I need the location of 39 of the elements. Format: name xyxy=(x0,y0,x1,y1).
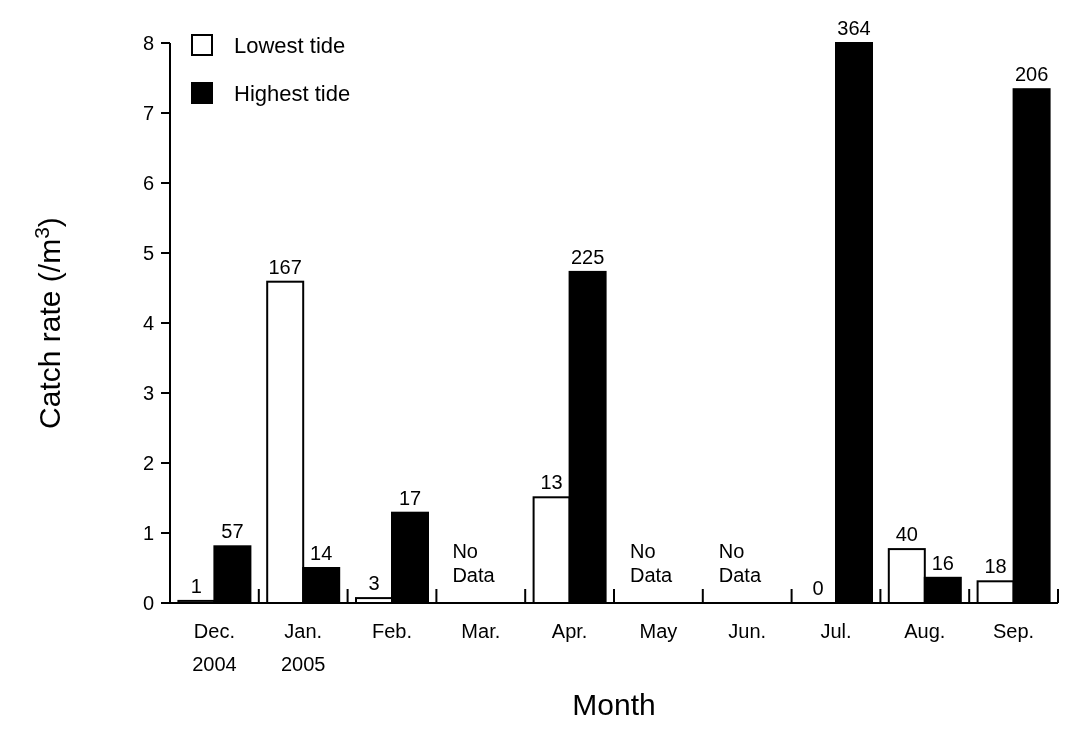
y-tick-label: 7 xyxy=(142,102,154,124)
y-tick-label: 4 xyxy=(142,312,154,334)
x-tick-label: Dec. 2004 xyxy=(192,620,237,675)
y-tick-label: 1 xyxy=(142,522,154,544)
annotation: 13 xyxy=(540,471,563,494)
annotation: 206 xyxy=(1014,63,1049,86)
annotation: 225 xyxy=(570,245,605,268)
x-tick-label: Jul. xyxy=(820,620,852,642)
annotation: 167 xyxy=(268,255,302,278)
x-tick-label: May xyxy=(639,620,678,642)
annotation: No Data xyxy=(630,540,674,586)
annotation: 57 xyxy=(221,520,244,543)
y-tick-label: 0 xyxy=(142,592,154,614)
annotation: 3 xyxy=(368,572,380,595)
y-tick-label: 6 xyxy=(142,172,154,194)
annotation: 17 xyxy=(398,486,422,509)
annotation: 16 xyxy=(931,551,954,574)
annotation: No Data xyxy=(718,540,762,586)
legend-label: Highest tide xyxy=(234,81,351,106)
annotation: 364 xyxy=(837,17,871,39)
annotation: 40 xyxy=(895,523,918,546)
annotation: 18 xyxy=(984,555,1007,578)
y-tick-label: 2 xyxy=(142,452,154,474)
x-tick-label: Feb. xyxy=(371,620,413,642)
y-tick-label: 3 xyxy=(142,382,154,404)
annotation: No Data xyxy=(452,540,496,586)
x-tick-label: Aug. xyxy=(904,620,946,642)
x-tick-label: Apr. xyxy=(551,620,588,642)
annotation: 14 xyxy=(310,542,333,564)
y-tick-label: 8 xyxy=(142,32,154,54)
y-tick-label: 5 xyxy=(142,242,154,264)
x-tick-label: Jan. 2005 xyxy=(280,620,326,675)
x-tick-label: Sep. xyxy=(993,620,1035,642)
x-tick-label: Jun. xyxy=(728,620,767,642)
x-axis-title: Month xyxy=(572,688,656,721)
annotation: 0 xyxy=(812,577,824,599)
x-tick-label: Mar. xyxy=(461,620,501,642)
legend-label: Lowest tide xyxy=(234,33,346,58)
annotation: 1 xyxy=(190,574,202,597)
